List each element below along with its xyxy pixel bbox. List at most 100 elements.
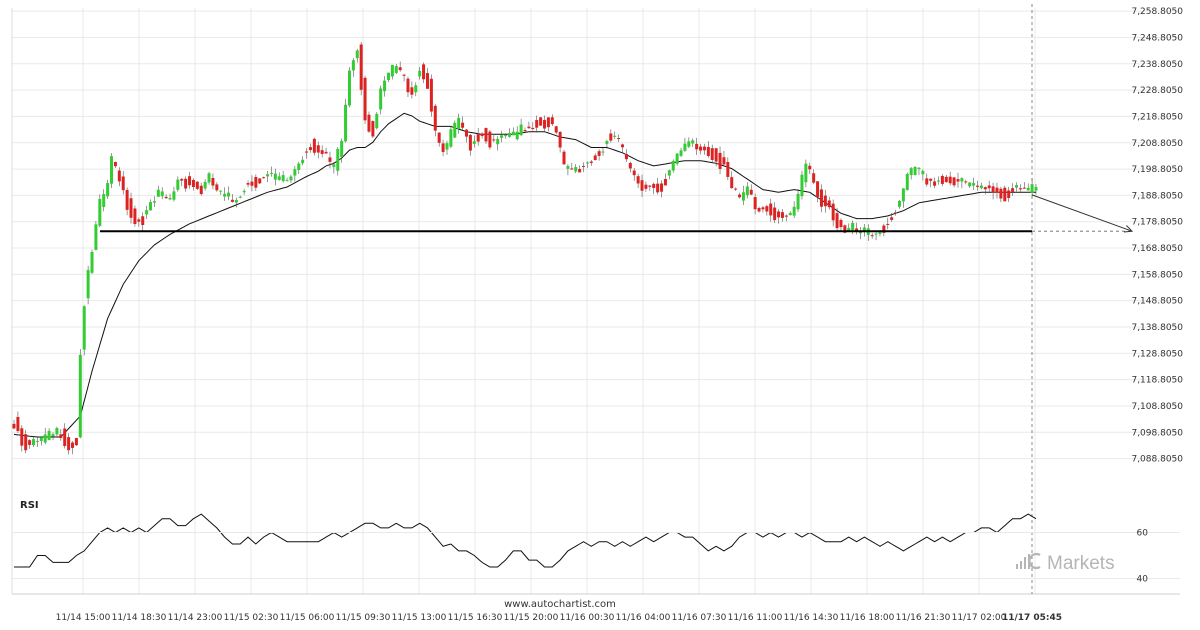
candle-body bbox=[273, 173, 277, 180]
candle-body bbox=[780, 212, 784, 218]
candle-body bbox=[461, 122, 465, 128]
candle-body bbox=[632, 170, 636, 176]
candle-body bbox=[441, 143, 445, 152]
candle-body bbox=[862, 227, 866, 232]
candle-body bbox=[960, 178, 964, 182]
candle-body bbox=[367, 114, 371, 132]
candle-body bbox=[527, 126, 531, 129]
price-tick-label: 7,168.8050 bbox=[1131, 244, 1183, 254]
candle-body bbox=[948, 176, 952, 184]
price-tick-label: 7,088.8050 bbox=[1131, 455, 1183, 465]
candle-body bbox=[285, 180, 289, 182]
forecast-arrow-line bbox=[1031, 194, 1133, 232]
candle-body bbox=[336, 148, 340, 171]
candle-body bbox=[699, 146, 703, 151]
candle-body bbox=[207, 173, 211, 183]
candle-body bbox=[578, 169, 582, 173]
time-tick-label: 11/16 21:30 bbox=[896, 613, 951, 623]
candle-body bbox=[496, 138, 500, 145]
candle-body bbox=[554, 126, 558, 133]
candle-body bbox=[246, 183, 250, 185]
candle-body bbox=[999, 188, 1003, 199]
candle-body bbox=[741, 192, 745, 201]
candle-body bbox=[449, 129, 453, 147]
candle-body bbox=[975, 185, 979, 187]
rsi-title: RSI bbox=[20, 500, 39, 511]
candle-body bbox=[663, 178, 667, 186]
candle-body bbox=[991, 186, 995, 193]
candle-body bbox=[379, 88, 383, 110]
candle-body bbox=[168, 197, 172, 200]
price-tick-label: 7,148.8050 bbox=[1131, 297, 1183, 307]
candle-body bbox=[933, 181, 937, 186]
candle-body bbox=[956, 179, 960, 182]
candle-body bbox=[773, 207, 777, 221]
candle-body bbox=[402, 74, 406, 76]
candle-body bbox=[12, 423, 16, 429]
price-tick-label: 7,228.8050 bbox=[1131, 86, 1183, 96]
candle-body bbox=[745, 186, 749, 196]
rsi-line bbox=[14, 513, 1037, 568]
candle-body bbox=[1011, 188, 1015, 192]
candle-body bbox=[410, 87, 414, 95]
candle-body bbox=[847, 228, 851, 232]
moving-average bbox=[13, 112, 1036, 438]
rsi-tick-label: 60 bbox=[1137, 529, 1149, 539]
candle-body bbox=[464, 129, 468, 137]
candle-body bbox=[640, 180, 644, 191]
candle-body bbox=[383, 80, 387, 92]
candle-body bbox=[687, 141, 691, 147]
time-tick-label: 11/16 07:30 bbox=[672, 613, 727, 623]
candle-body bbox=[784, 215, 788, 217]
candle-body bbox=[488, 131, 492, 148]
candle-body bbox=[714, 148, 718, 162]
candle-body bbox=[519, 124, 523, 136]
candle-body bbox=[137, 219, 141, 222]
candle-body bbox=[905, 173, 909, 191]
time-tick-label: 11/17 05:45 bbox=[1002, 613, 1062, 623]
candle-body bbox=[312, 138, 316, 153]
candle-body bbox=[390, 64, 394, 77]
candle-body bbox=[55, 428, 59, 435]
candle-body bbox=[117, 170, 121, 182]
candle-body bbox=[858, 231, 862, 234]
candle-body bbox=[180, 178, 184, 181]
candle-body bbox=[277, 176, 281, 180]
candle-body bbox=[617, 138, 621, 140]
candle-body bbox=[113, 162, 117, 167]
candle-body bbox=[110, 156, 114, 184]
candle-body bbox=[98, 199, 102, 226]
candle-body bbox=[191, 179, 195, 187]
candle-body bbox=[63, 428, 67, 447]
candle-body bbox=[320, 150, 324, 154]
candle-body bbox=[550, 117, 554, 125]
candle-body bbox=[293, 169, 297, 176]
time-tick-label: 11/15 02:30 bbox=[224, 613, 279, 623]
candle-body bbox=[78, 354, 82, 438]
candle-body bbox=[149, 202, 153, 211]
candle-body bbox=[761, 207, 765, 210]
candle-body bbox=[546, 117, 550, 128]
candle-body bbox=[398, 67, 402, 71]
candle-body bbox=[823, 195, 827, 207]
candle-body bbox=[952, 177, 956, 186]
candle-body bbox=[710, 148, 714, 160]
candle-body bbox=[936, 180, 940, 182]
candle-body bbox=[347, 70, 351, 106]
candle-body bbox=[894, 212, 898, 214]
candle-body bbox=[691, 140, 695, 144]
candle-body bbox=[90, 251, 94, 273]
time-tick-label: 11/16 14:30 bbox=[784, 613, 839, 623]
candle-body bbox=[749, 189, 753, 195]
candle-body bbox=[227, 192, 231, 197]
candle-body bbox=[359, 44, 363, 90]
candle-body bbox=[562, 151, 566, 165]
candle-body bbox=[199, 185, 203, 195]
brand-name: Markets bbox=[1047, 553, 1115, 574]
candle-body bbox=[968, 182, 972, 187]
candle-body bbox=[445, 143, 449, 150]
time-tick-label: 11/15 13:00 bbox=[392, 613, 447, 623]
candle-body bbox=[648, 185, 652, 187]
candle-body bbox=[266, 174, 270, 177]
candle-body bbox=[67, 437, 71, 451]
